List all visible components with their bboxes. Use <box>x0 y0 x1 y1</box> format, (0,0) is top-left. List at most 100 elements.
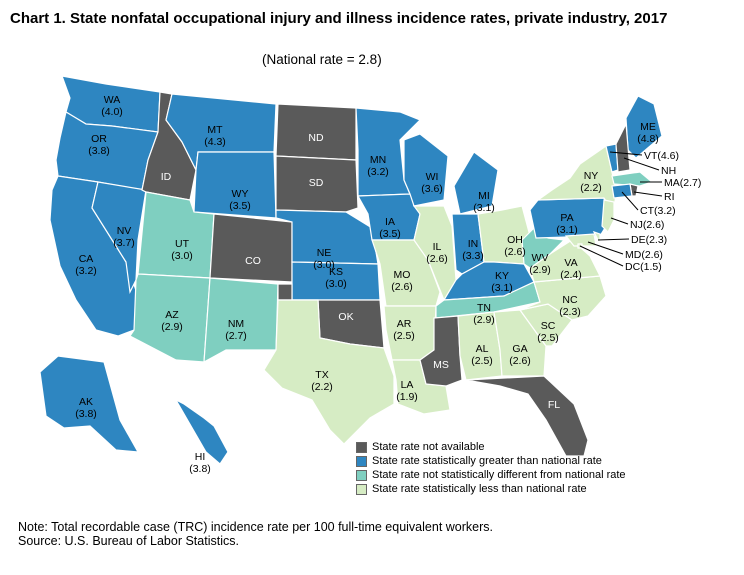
state-rate-ks: (3.0) <box>325 278 347 290</box>
state-abbr-id: ID <box>161 171 172 183</box>
label-mn: MN (3.2) <box>367 154 389 178</box>
state-abbr-fl: FL <box>548 399 560 411</box>
label-de: DE(2.3) <box>631 234 667 246</box>
state-co <box>209 213 293 283</box>
state-abbr-tn: TN <box>477 302 491 314</box>
legend-swatch-not-available <box>356 441 367 453</box>
label-nj: NJ(2.6) <box>630 219 664 231</box>
state-abbr-hi: HI <box>195 451 206 463</box>
state-abbr-ar: AR <box>397 318 412 330</box>
state-rate-wa: (4.0) <box>101 106 123 118</box>
legend-swatch-not-different <box>356 469 367 481</box>
state-de <box>592 230 601 245</box>
state-rate-mo: (2.6) <box>391 281 413 293</box>
legend: State rate not available State rate stat… <box>356 440 626 496</box>
state-tn <box>435 281 541 319</box>
label-wa: WA (4.0) <box>101 94 123 118</box>
label-wi: WI (3.6) <box>421 171 443 195</box>
label-hi: HI (3.8) <box>189 451 211 475</box>
chart-title: Chart 1. State nonfatal occupational inj… <box>10 10 668 27</box>
state-mi <box>453 151 499 215</box>
label-ms: MS <box>433 359 449 371</box>
state-abbr-me: ME <box>640 121 656 133</box>
state-hi <box>174 398 229 465</box>
state-md <box>564 233 597 247</box>
state-abbr-mo: MO <box>394 269 411 281</box>
state-nh <box>615 121 631 173</box>
state-rate-tn: (2.9) <box>473 314 495 326</box>
footnote: Note: Total recordable case (TRC) incide… <box>18 520 493 548</box>
state-abbr-sc: SC <box>541 320 556 332</box>
state-rate-mi: (3.1) <box>473 202 495 214</box>
state-abbr-sd: SD <box>309 177 324 189</box>
label-dc: DC(1.5) <box>625 261 662 273</box>
label-wy: WY (3.5) <box>229 188 251 212</box>
state-abbr-nv: NV <box>117 225 132 237</box>
label-ne: NE (3.0) <box>313 247 335 271</box>
label-md: MD(2.6) <box>625 249 663 261</box>
legend-item-greater: State rate statistically greater than na… <box>356 454 626 468</box>
legend-swatch-less <box>356 483 367 495</box>
legend-item-not-different: State rate not statistically different f… <box>356 468 626 482</box>
state-rate-ak: (3.8) <box>75 408 97 420</box>
leader-nh <box>623 157 660 171</box>
state-rate-ia: (3.5) <box>379 228 401 240</box>
label-nh: NH <box>661 165 676 177</box>
state-rate-la: (1.9) <box>396 391 418 403</box>
state-rate-ca: (3.2) <box>75 265 97 277</box>
label-ar: AR (2.5) <box>393 318 415 342</box>
state-abbr-ia: IA <box>385 216 395 228</box>
label-ny: NY (2.2) <box>580 170 602 194</box>
state-abbr-mn: MN <box>370 154 386 166</box>
state-az <box>129 273 211 363</box>
label-nc: NC (2.3) <box>559 294 581 318</box>
label-co: CO <box>245 255 261 267</box>
leader-ri <box>633 191 663 197</box>
state-abbr-az: AZ <box>165 309 179 321</box>
legend-item-not-available: State rate not available <box>356 440 626 454</box>
state-ct <box>611 183 633 199</box>
label-il: IL (2.6) <box>426 241 448 265</box>
state-rate-or: (3.8) <box>88 145 110 157</box>
state-rate-wi: (3.6) <box>421 183 443 195</box>
label-nd: ND <box>308 132 324 144</box>
state-rate-nv: (3.7) <box>113 237 135 249</box>
state-abbr-ms: MS <box>433 359 449 371</box>
label-ct: CT(3.2) <box>640 205 676 217</box>
state-rate-tx: (2.2) <box>311 381 333 393</box>
label-mt: MT (4.3) <box>204 124 226 148</box>
label-ok: OK <box>338 311 353 323</box>
state-nj <box>601 199 615 234</box>
state-wi <box>403 133 449 207</box>
label-pa: PA (3.1) <box>556 212 578 236</box>
leader-vt <box>609 151 643 156</box>
state-abbr-ks: KS <box>329 266 343 278</box>
state-rate-me: (4.8) <box>637 133 659 145</box>
legend-swatch-greater <box>356 455 367 467</box>
label-wv: WV (2.9) <box>529 252 551 276</box>
label-az: AZ (2.9) <box>161 309 183 333</box>
state-abbr-va: VA <box>564 257 577 269</box>
state-abbr-tx: TX <box>315 369 328 381</box>
state-nc <box>519 275 607 321</box>
legend-label-less: State rate statistically less than natio… <box>372 483 587 495</box>
state-abbr-wy: WY <box>232 188 249 200</box>
legend-label-greater: State rate statistically greater than na… <box>372 455 602 467</box>
state-abbr-co: CO <box>245 255 261 267</box>
state-abbr-il: IL <box>433 241 442 253</box>
label-va: VA (2.4) <box>560 257 582 281</box>
note-text: Note: Total recordable case (TRC) incide… <box>18 520 493 534</box>
state-rate-ne: (3.0) <box>313 259 335 271</box>
state-rate-in: (3.3) <box>462 250 484 262</box>
state-rate-wv: (2.9) <box>529 264 551 276</box>
state-abbr-ok: OK <box>338 311 353 323</box>
state-abbr-pa: PA <box>560 212 573 224</box>
state-rate-nm: (2.7) <box>225 330 247 342</box>
leader-nj <box>610 217 629 225</box>
state-rate-ny: (2.2) <box>580 182 602 194</box>
label-ga: GA (2.6) <box>509 343 531 367</box>
legend-item-less: State rate statistically less than natio… <box>356 482 626 496</box>
leader-lines <box>579 151 663 267</box>
label-ca: CA (3.2) <box>75 253 97 277</box>
